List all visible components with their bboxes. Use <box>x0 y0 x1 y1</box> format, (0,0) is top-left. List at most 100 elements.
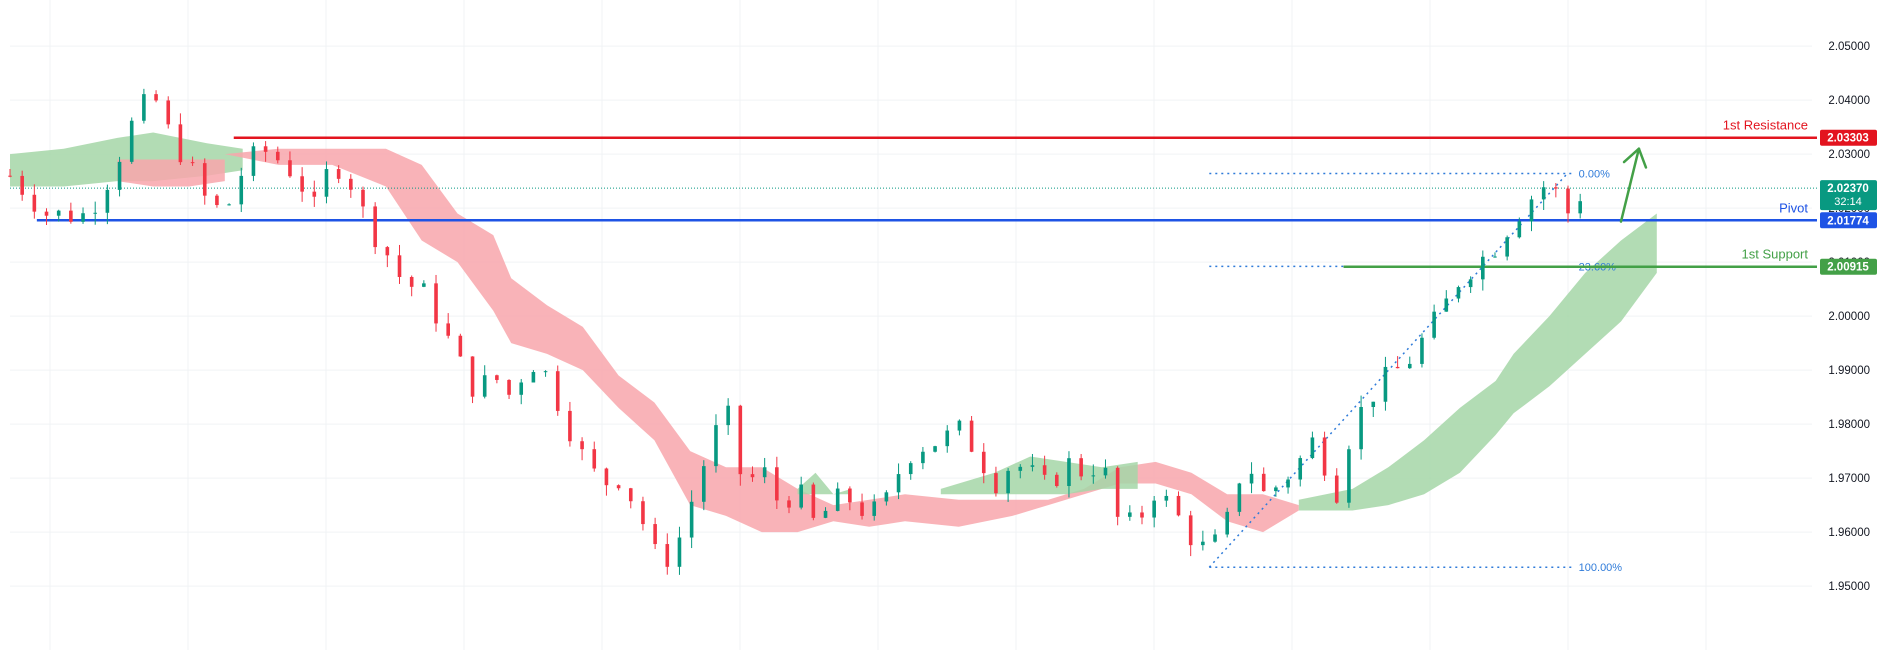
candle-body <box>8 175 12 177</box>
y-tick-label: 1.96000 <box>1828 527 1870 539</box>
candle-body <box>1006 470 1010 494</box>
candle-body <box>117 161 122 190</box>
candle-body <box>616 485 621 489</box>
candle-body <box>1140 512 1144 518</box>
candle-body <box>568 410 572 442</box>
candle-body <box>20 175 24 195</box>
candle-body <box>1030 465 1035 467</box>
candle-body <box>896 474 901 493</box>
y-tick-label: 1.98000 <box>1828 419 1870 431</box>
candle-body <box>1164 495 1169 501</box>
candle-body <box>677 537 682 567</box>
candle-body <box>908 463 913 475</box>
candle-body <box>300 176 304 192</box>
cloud-band-bearish <box>117 159 225 187</box>
horizontal-levels[interactable]: 1st Resistance Pivot 1st Support <box>10 118 1817 268</box>
candle-body <box>1103 467 1108 476</box>
candle-body <box>1444 298 1449 312</box>
candle-body <box>543 371 548 373</box>
candle-body <box>957 420 962 431</box>
candle-body <box>1322 437 1327 476</box>
candle-body <box>1456 287 1461 299</box>
price-axis[interactable]: 1.95000 1.96000 1.97000 1.98000 1.99000 2.000… <box>1817 0 1884 650</box>
candle-body <box>1420 337 1424 364</box>
candle-body <box>799 484 803 508</box>
candle-body <box>239 175 244 205</box>
candle-body <box>1249 473 1254 484</box>
candle-body <box>422 283 426 287</box>
y-tick-label: 2.05000 <box>1828 41 1870 53</box>
candle-body <box>142 94 146 121</box>
candle-body <box>1529 199 1534 222</box>
candle-body <box>1566 188 1570 214</box>
candle-body <box>166 100 171 125</box>
candle-body <box>69 210 73 222</box>
arrow-head <box>1622 147 1648 169</box>
fib-level-label: 100.00% <box>1579 562 1623 574</box>
candle-body <box>811 484 816 518</box>
candle-body <box>44 211 49 216</box>
candle-body <box>653 524 657 545</box>
candle-body <box>1274 487 1278 492</box>
y-tick-label: 2.03000 <box>1828 149 1870 161</box>
candle-body <box>1213 534 1217 542</box>
candle-body <box>775 467 779 501</box>
candles <box>8 88 1582 575</box>
candle-body <box>288 160 292 177</box>
candle-body <box>1201 541 1205 546</box>
current-price-text: 2.02370 <box>1827 183 1869 195</box>
y-tick-label: 1.95000 <box>1828 581 1870 593</box>
candle-body <box>835 488 840 511</box>
candle-body <box>823 510 828 518</box>
cloud-band-bullish <box>797 472 852 495</box>
current-price-tag <box>1820 180 1877 211</box>
candle-body <box>519 382 524 395</box>
candle-body <box>1079 458 1083 477</box>
cloud-band-bullish <box>940 456 1138 495</box>
candle-body <box>1347 449 1351 503</box>
candle-body <box>969 420 974 452</box>
candle-body <box>93 212 98 214</box>
arrow-shaft <box>1619 147 1641 223</box>
level-price-text: 2.00915 <box>1827 262 1869 274</box>
candle-body <box>1541 187 1546 200</box>
candle-body <box>628 488 633 502</box>
y-tick-label: 2.00000 <box>1828 311 1870 323</box>
candle-body <box>531 372 536 383</box>
candle-body <box>409 276 414 287</box>
candle-body <box>32 194 37 212</box>
candle-body <box>1115 467 1120 517</box>
grid <box>10 0 1812 650</box>
level-price-text: 2.03303 <box>1827 133 1869 145</box>
candle-body <box>848 488 852 503</box>
forecast-arrow[interactable] <box>1619 147 1648 223</box>
y-tick-label: 2.04000 <box>1828 95 1870 107</box>
candle-body <box>482 375 487 397</box>
candle-body <box>324 169 329 197</box>
candle-body <box>714 425 718 467</box>
candle-body <box>1334 475 1339 503</box>
candle-body <box>312 191 317 197</box>
candle-body <box>762 467 767 478</box>
candle-body <box>385 247 390 256</box>
candle-body <box>689 501 694 538</box>
y-tick-label: 1.97000 <box>1828 473 1870 485</box>
candle-body <box>1554 187 1558 189</box>
candle-body <box>349 178 353 190</box>
cloud-band-bullish <box>1298 213 1657 511</box>
level-price-tag <box>1820 212 1877 229</box>
candle-body <box>750 474 755 478</box>
candle-body <box>105 189 110 213</box>
candle-body <box>1395 366 1400 369</box>
candle-body <box>592 449 597 469</box>
candle-body <box>154 94 158 101</box>
candle-body <box>275 151 280 161</box>
candle-body <box>190 162 195 164</box>
candle-body <box>1432 311 1436 338</box>
candle-body <box>604 468 609 486</box>
candle-body <box>1286 479 1290 488</box>
cloud-band-bearish <box>224 148 1299 533</box>
